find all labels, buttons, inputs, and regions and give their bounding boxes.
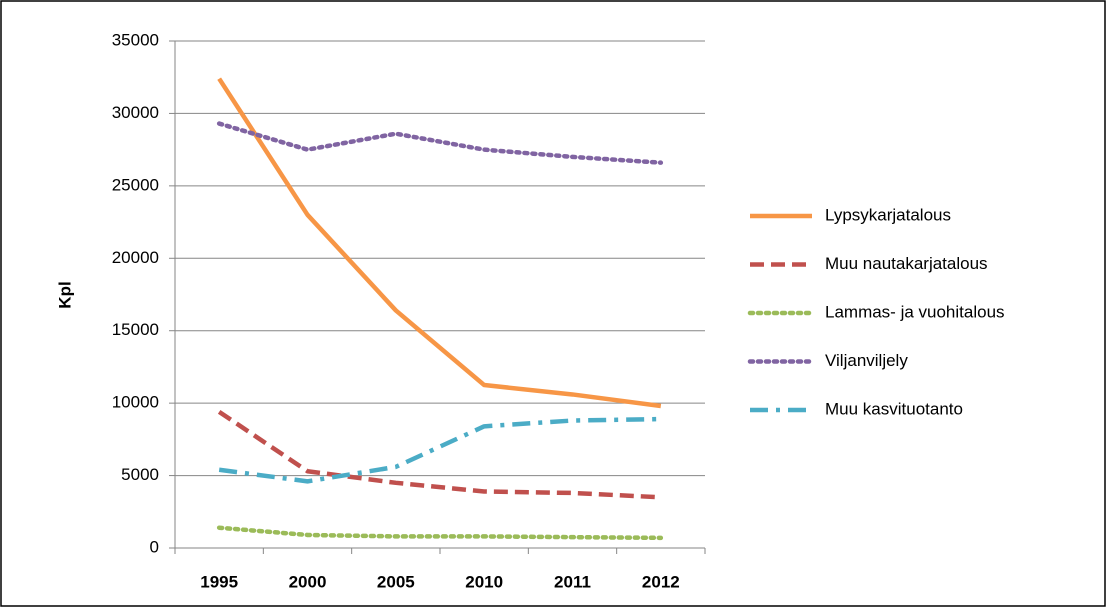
y-tick-label: 30000 xyxy=(112,103,159,122)
y-tick-label: 35000 xyxy=(112,30,159,49)
legend-label: Viljanviljely xyxy=(825,351,908,370)
series-line xyxy=(217,77,662,409)
y-tick-label: 5000 xyxy=(121,465,159,484)
x-tick-label: 2005 xyxy=(377,572,415,591)
x-tick-label: 2012 xyxy=(642,572,680,591)
y-tick-label: 0 xyxy=(150,537,159,556)
series-line xyxy=(217,409,661,500)
legend-label: Lammas- ja vuohitalous xyxy=(825,302,1005,321)
x-tick-label: 2010 xyxy=(465,572,503,591)
y-tick-label: 25000 xyxy=(112,175,159,194)
series-line xyxy=(216,121,664,165)
y-tick-label: 15000 xyxy=(112,320,159,339)
x-tick-label: 2000 xyxy=(289,572,327,591)
legend-label: Muu nautakarjatalous xyxy=(825,254,988,273)
x-tick-label: 2011 xyxy=(554,572,591,591)
y-tick-label: 20000 xyxy=(112,248,159,267)
legend-label: Muu kasvituotanto xyxy=(825,399,963,418)
series-line xyxy=(216,525,664,541)
legend-label: Lypsykarjatalous xyxy=(825,205,951,224)
y-tick-label: 10000 xyxy=(112,393,159,412)
y-axis-label: Kpl xyxy=(55,281,74,308)
x-tick-label: 1995 xyxy=(200,572,238,591)
